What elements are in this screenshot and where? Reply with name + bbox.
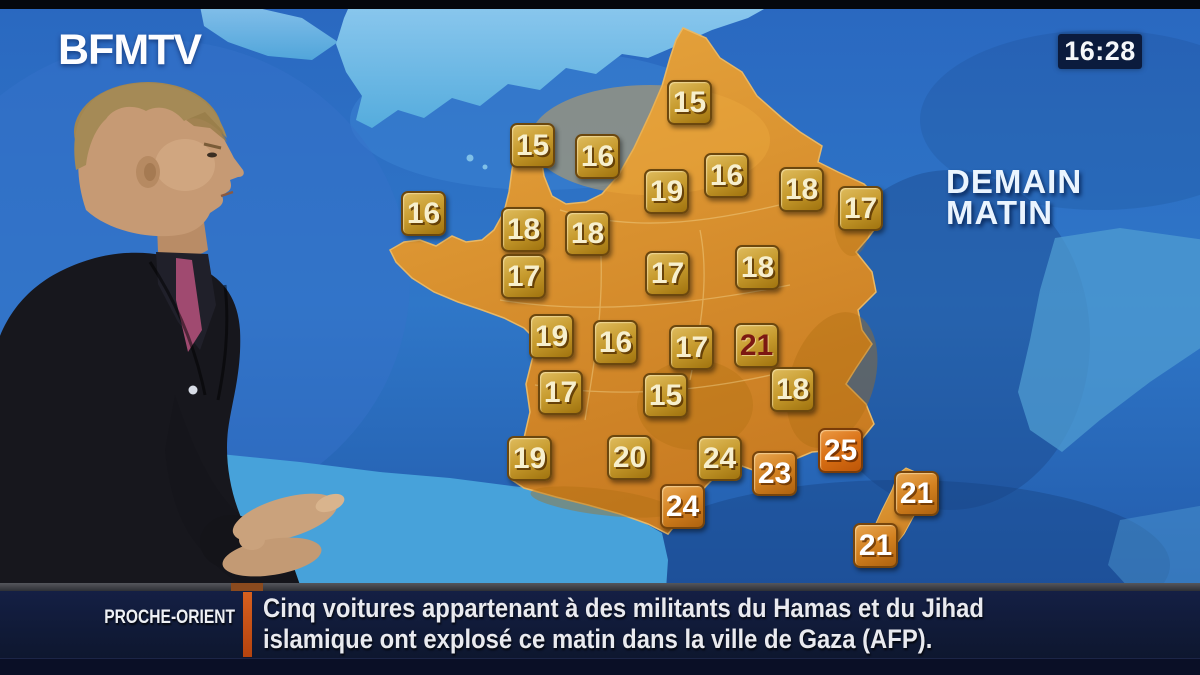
italy-landmass bbox=[1018, 228, 1200, 452]
temperature-tile: 15 bbox=[643, 373, 688, 418]
presenter-ear-inner bbox=[144, 163, 156, 181]
presenter-eye bbox=[207, 152, 217, 158]
temperature-tile: 15 bbox=[667, 80, 712, 125]
channel-island bbox=[482, 164, 488, 170]
temperature-tile: 21 bbox=[894, 471, 939, 516]
temperature-tile: 16 bbox=[704, 153, 749, 198]
temperature-tile: 21 bbox=[734, 323, 779, 368]
temperature-tile: 17 bbox=[501, 254, 546, 299]
presenter-hand-upper bbox=[232, 493, 338, 543]
ticker-headline: Cinq voitures appartenant à des militant… bbox=[263, 593, 1073, 655]
presenter-hairline bbox=[186, 112, 227, 142]
temperature-tile: 17 bbox=[838, 186, 883, 231]
temperature-tile: 16 bbox=[401, 191, 446, 236]
forecast-period-line1: DEMAIN bbox=[946, 163, 1083, 200]
presenter-cheek bbox=[155, 139, 215, 191]
presenter-suit bbox=[0, 252, 280, 675]
presenter-fingers bbox=[315, 493, 345, 513]
temperature-tile: 21 bbox=[853, 523, 898, 568]
temperature-tile: 16 bbox=[593, 320, 638, 365]
channel-logo: BFMTV bbox=[58, 26, 202, 74]
temperature-tile: 18 bbox=[735, 245, 780, 290]
temperature-tile: 25 bbox=[818, 428, 863, 473]
ticker-accent-bar bbox=[243, 592, 252, 657]
uk-landmass bbox=[336, 0, 780, 128]
temperature-tile: 19 bbox=[529, 314, 574, 359]
temperature-tile: 17 bbox=[669, 325, 714, 370]
ticker-headline-line1: Cinq voitures appartenant à des militant… bbox=[263, 593, 984, 623]
temperature-tile: 23 bbox=[752, 451, 797, 496]
temperature-tile: 24 bbox=[697, 436, 742, 481]
temperature-tile: 15 bbox=[510, 123, 555, 168]
temperature-tile: 18 bbox=[565, 211, 610, 256]
presenter-eyebrow bbox=[203, 142, 222, 150]
top-letterbox-bar bbox=[0, 0, 1200, 9]
temperature-tile: 17 bbox=[538, 370, 583, 415]
microphone bbox=[188, 385, 198, 395]
ticker-bottom-bar bbox=[0, 658, 1200, 675]
ireland-landmass bbox=[200, 6, 338, 60]
ticker-top-notch bbox=[231, 583, 263, 591]
presenter-mouth bbox=[220, 190, 234, 198]
clock: 16:28 bbox=[1058, 34, 1142, 69]
presenter-lapel bbox=[148, 261, 229, 401]
temperature-tile: 19 bbox=[507, 436, 552, 481]
temperature-tile: 20 bbox=[607, 435, 652, 480]
temperature-tile: 18 bbox=[779, 167, 824, 212]
forecast-period-line2: MATIN bbox=[946, 194, 1054, 231]
ticker-category-label: PROCHE-ORIENT bbox=[104, 607, 235, 628]
temperature-tile: 18 bbox=[501, 207, 546, 252]
forecast-period-label: DEMAIN MATIN bbox=[946, 163, 1083, 231]
temperature-tile: 17 bbox=[645, 251, 690, 296]
ticker-top-border bbox=[0, 583, 1200, 591]
presenter-thumb bbox=[239, 530, 265, 550]
news-ticker: PROCHE-ORIENT Cinq voitures appartenant … bbox=[0, 591, 1200, 658]
temperature-tile: 24 bbox=[660, 484, 705, 529]
italy-landmass-south bbox=[1108, 505, 1200, 600]
ticker-headline-line2: islamique ont explosé ce matin dans la v… bbox=[263, 624, 933, 654]
presenter-hair-front bbox=[74, 83, 227, 170]
temperature-tile: 16 bbox=[575, 134, 620, 179]
presenter bbox=[0, 82, 345, 675]
temperature-tile: 18 bbox=[770, 367, 815, 412]
temperature-tile: 19 bbox=[644, 169, 689, 214]
channel-island bbox=[466, 154, 474, 162]
presenter-tie bbox=[176, 258, 202, 352]
